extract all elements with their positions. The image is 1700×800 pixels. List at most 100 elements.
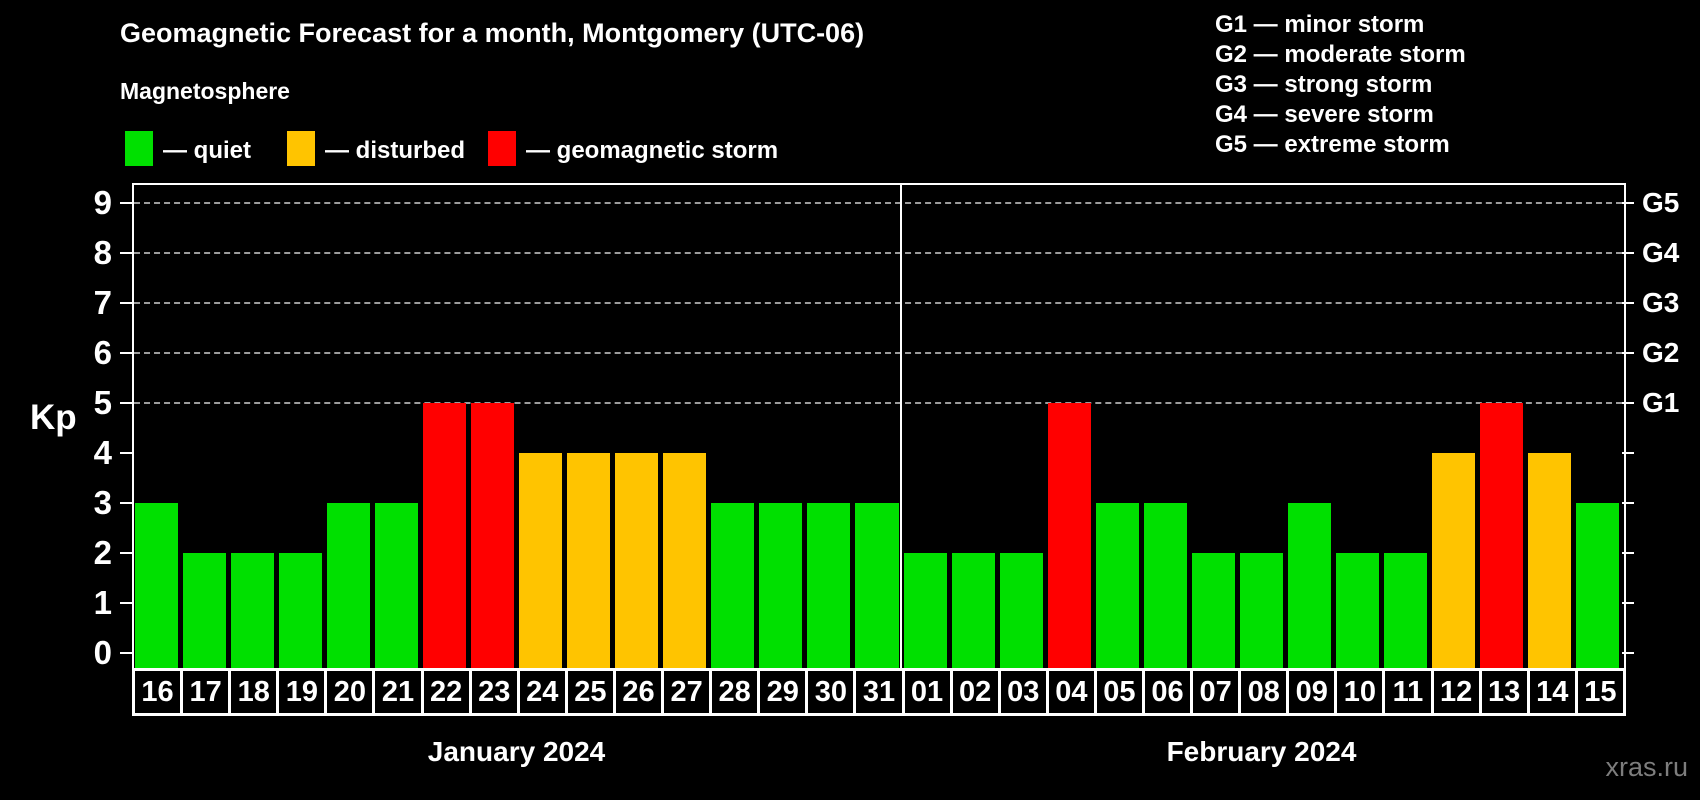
kp-bar-january-28 bbox=[711, 503, 755, 668]
y-tick-label-0: 0 bbox=[93, 634, 112, 671]
kp-bar-january-27 bbox=[663, 453, 707, 668]
g4-legend-line: G4 — severe storm bbox=[1215, 101, 1434, 128]
g5-legend-line: G5 — extreme storm bbox=[1215, 131, 1450, 158]
gridline-kp-5 bbox=[134, 402, 1622, 404]
watermark: xras.ru bbox=[1605, 752, 1688, 782]
day-label-19: 19 bbox=[279, 671, 328, 713]
kp-bar-january-18 bbox=[230, 553, 274, 668]
day-label-20: 20 bbox=[327, 671, 376, 713]
y-axis-tick-left-2 bbox=[120, 552, 132, 554]
gridline-kp-6 bbox=[134, 352, 1622, 354]
kp-bar-january-30 bbox=[807, 503, 851, 668]
kp-bar-january-16 bbox=[134, 503, 178, 668]
y-axis-tick-left-6 bbox=[120, 352, 132, 354]
kp-bar-february-07 bbox=[1191, 553, 1235, 668]
g-axis-label-g4: G4 bbox=[1642, 237, 1680, 268]
g-axis-label-g2: G2 bbox=[1642, 337, 1680, 368]
kp-bar-february-15 bbox=[1576, 503, 1620, 668]
y-tick-label-1: 1 bbox=[93, 584, 112, 621]
g2-legend-line: G2 — moderate storm bbox=[1215, 41, 1466, 68]
day-label-25: 25 bbox=[568, 671, 616, 713]
kp-bar-january-31 bbox=[855, 503, 899, 668]
g3-legend-line: G3 — strong storm bbox=[1215, 71, 1433, 98]
kp-bar-february-12 bbox=[1432, 453, 1476, 668]
kp-bar-january-23 bbox=[470, 403, 514, 668]
kp-bar-january-21 bbox=[374, 503, 418, 668]
y-tick-label-7: 7 bbox=[93, 284, 112, 321]
kp-bar-february-01 bbox=[903, 553, 947, 668]
disturbed-legend-label: — disturbed bbox=[325, 137, 466, 164]
disturbed-legend-swatch bbox=[287, 131, 315, 166]
storm-legend-swatch bbox=[488, 131, 516, 166]
day-label-24: 24 bbox=[520, 671, 568, 713]
y-axis-tick-right-7 bbox=[1622, 302, 1634, 304]
g-axis-label-g1: G1 bbox=[1642, 387, 1680, 418]
day-label-14: 14 bbox=[1530, 671, 1578, 713]
y-axis-tick-right-8 bbox=[1622, 252, 1634, 254]
y-tick-label-2: 2 bbox=[93, 534, 112, 571]
day-label-07: 07 bbox=[1193, 671, 1242, 713]
kp-bar-february-14 bbox=[1528, 453, 1572, 668]
quiet-legend-label: — quiet bbox=[163, 137, 251, 164]
gridline-kp-9 bbox=[134, 202, 1622, 204]
day-label-03: 03 bbox=[1001, 671, 1049, 713]
month-label-february: February 2024 bbox=[1166, 736, 1357, 767]
g-axis-label-g3: G3 bbox=[1642, 287, 1680, 318]
y-axis-tick-left-5 bbox=[120, 402, 132, 404]
quiet-legend-swatch bbox=[125, 131, 153, 166]
day-label-09: 09 bbox=[1289, 671, 1338, 713]
y-axis-tick-right-5 bbox=[1622, 402, 1634, 404]
kp-bar-february-13 bbox=[1480, 403, 1524, 668]
kp-bar-february-02 bbox=[951, 553, 995, 668]
day-label-17: 17 bbox=[183, 671, 232, 713]
month-label-january: January 2024 bbox=[427, 736, 606, 767]
storm-legend-label: — geomagnetic storm bbox=[526, 137, 779, 164]
kp-bar-january-29 bbox=[759, 503, 803, 668]
day-label-28: 28 bbox=[712, 671, 761, 713]
y-axis-tick-right-4 bbox=[1622, 452, 1634, 454]
day-label-04: 04 bbox=[1049, 671, 1097, 713]
plot-frame bbox=[132, 183, 1626, 670]
day-label-05: 05 bbox=[1097, 671, 1145, 713]
day-label-16: 16 bbox=[135, 671, 184, 713]
day-label-30: 30 bbox=[808, 671, 857, 713]
kp-bar-january-22 bbox=[422, 403, 466, 668]
day-label-27: 27 bbox=[664, 671, 713, 713]
day-label-02: 02 bbox=[953, 671, 1001, 713]
chart-title: Geomagnetic Forecast for a month, Montgo… bbox=[120, 18, 865, 48]
day-label-29: 29 bbox=[760, 671, 809, 713]
kp-bar-february-04 bbox=[1047, 403, 1091, 668]
day-label-10: 10 bbox=[1337, 671, 1386, 713]
kp-bar-january-24 bbox=[519, 453, 563, 668]
kp-bar-february-11 bbox=[1384, 553, 1428, 668]
y-axis-tick-right-2 bbox=[1622, 552, 1634, 554]
day-label-18: 18 bbox=[231, 671, 280, 713]
kp-bar-january-19 bbox=[278, 553, 322, 668]
kp-bar-january-17 bbox=[182, 553, 226, 668]
kp-bar-february-10 bbox=[1336, 553, 1380, 668]
kp-bar-january-20 bbox=[326, 503, 370, 668]
y-axis-tick-right-3 bbox=[1622, 502, 1634, 504]
y-tick-label-6: 6 bbox=[93, 334, 112, 371]
kp-bar-february-08 bbox=[1239, 553, 1284, 668]
y-tick-label-5: 5 bbox=[93, 384, 112, 421]
kp-bar-january-26 bbox=[615, 453, 659, 668]
day-axis-row: 16 17 18 19 20 21 22 23 24 25 26 27 28 29 30 31 01 02 03 04… bbox=[132, 668, 1626, 716]
y-tick-label-4: 4 bbox=[93, 434, 112, 471]
day-label-23: 23 bbox=[472, 671, 520, 713]
gridline-kp-8 bbox=[134, 252, 1622, 254]
kp-bar-january-25 bbox=[567, 453, 611, 668]
y-axis-tick-right-9 bbox=[1622, 202, 1634, 204]
y-axis-tick-left-0 bbox=[120, 652, 132, 654]
day-label-11: 11 bbox=[1385, 671, 1434, 713]
y-axis-tick-left-1 bbox=[120, 602, 132, 604]
kp-bar-february-03 bbox=[999, 553, 1043, 668]
day-label-26: 26 bbox=[616, 671, 665, 713]
y-axis-tick-right-0 bbox=[1622, 652, 1634, 654]
y-tick-label-8: 8 bbox=[93, 234, 112, 271]
y-axis-tick-left-8 bbox=[120, 252, 132, 254]
day-label-22: 22 bbox=[424, 671, 472, 713]
y-tick-label-3: 3 bbox=[93, 484, 112, 521]
g-scale-legend: G1 — minor storm G2 — moderate storm G3 … bbox=[1215, 10, 1466, 160]
